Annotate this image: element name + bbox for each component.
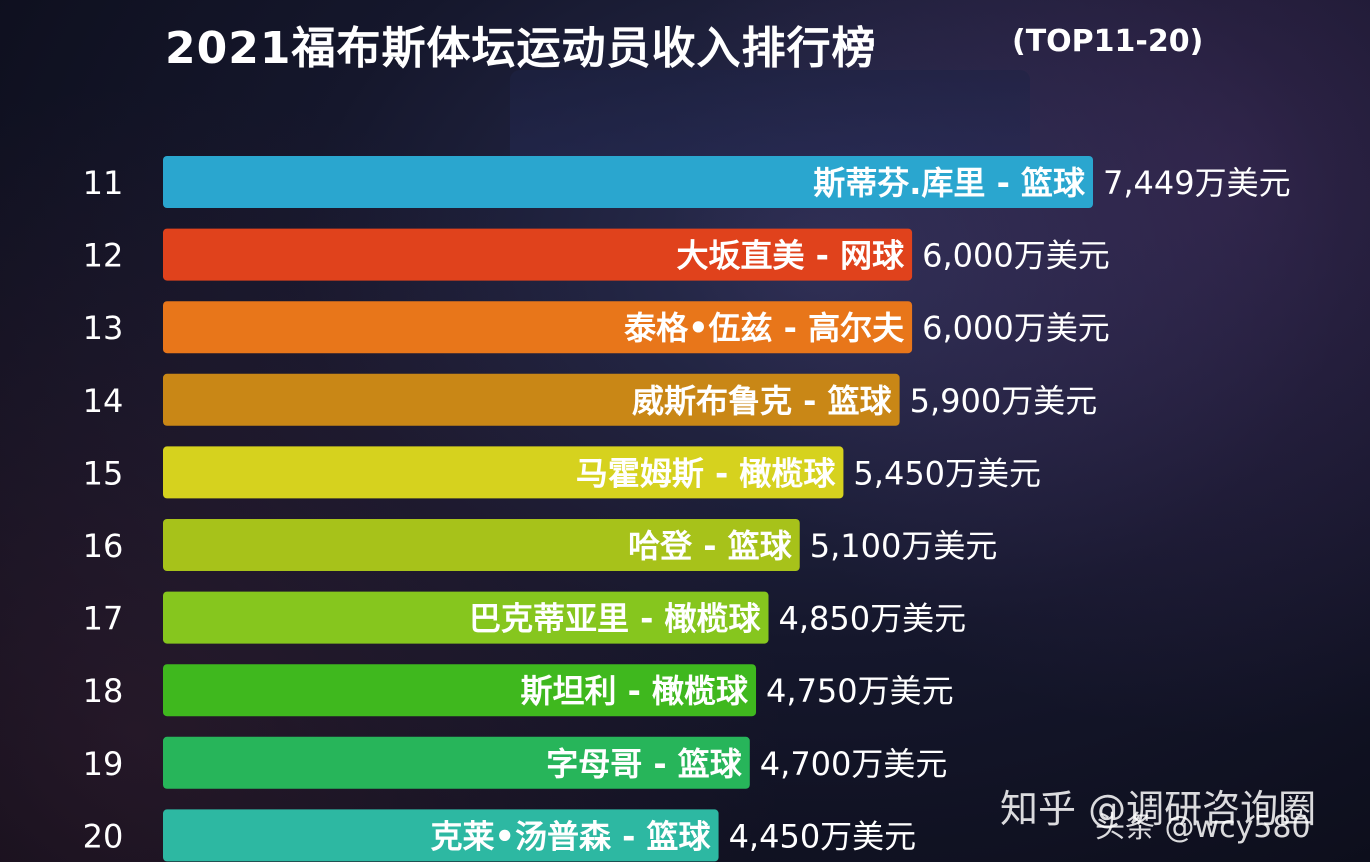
bar-value-label: 7,449万美元 [1103,164,1291,202]
bar [163,446,844,499]
watermark-zhihu: 知乎 @调研咨询圈 [1000,787,1317,831]
bar-value-label: 4,850万美元 [779,600,967,638]
bar-value-label: 4,750万美元 [766,672,954,710]
bar [163,373,900,426]
bar-category-label: 巴克蒂亚里 - 橄榄球 [469,600,762,638]
rank-label: 17 [83,600,124,638]
bar-value-label: 5,100万美元 [810,527,998,565]
rank-label: 15 [83,454,124,492]
rank-label: 11 [83,164,124,202]
watermark-toutiao: 头条 @wcy580 [1095,810,1311,845]
bar-category-label: 克莱•汤普森 - 篮球 [431,817,712,855]
rank-label: 20 [83,817,124,855]
bar [163,156,1093,208]
bar-category-label: 斯蒂芬.库里 - 篮球 [813,164,1086,202]
bar-value-label: 5,900万美元 [910,382,1098,420]
rank-label: 18 [83,672,124,710]
chart-title: 2021福布斯体坛运动员收入排行榜 [165,23,877,74]
bar [163,736,750,789]
bar [163,228,913,281]
bar-category-label: 斯坦利 - 橄榄球 [520,672,749,710]
bar-value-label: 4,450万美元 [729,817,917,855]
bar [163,809,719,862]
bar-category-label: 泰格•伍兹 - 高尔夫 [624,309,905,347]
bar-value-label: 6,000万美元 [922,309,1110,347]
bar [163,664,757,717]
bar-value-label: 5,450万美元 [853,454,1041,492]
rank-label: 16 [83,527,124,565]
bar-category-label: 威斯布鲁克 - 篮球 [632,382,893,420]
bar-category-label: 字母哥 - 篮球 [546,745,743,783]
bar-value-label: 4,700万美元 [760,745,948,783]
bar-category-label: 大坂直美 - 网球 [677,237,906,275]
chart-subtitle: (TOP11-20) [1012,24,1204,59]
bar-category-label: 哈登 - 篮球 [628,527,793,565]
rank-label: 12 [83,237,124,275]
bar [163,591,769,644]
rank-label: 19 [83,745,124,783]
bar [163,301,913,354]
rank-label: 14 [83,382,124,420]
bar-value-label: 6,000万美元 [922,237,1110,275]
bar [163,519,800,571]
bar-category-label: 马霍姆斯 - 橄榄球 [576,454,837,492]
rank-label: 13 [83,309,124,347]
